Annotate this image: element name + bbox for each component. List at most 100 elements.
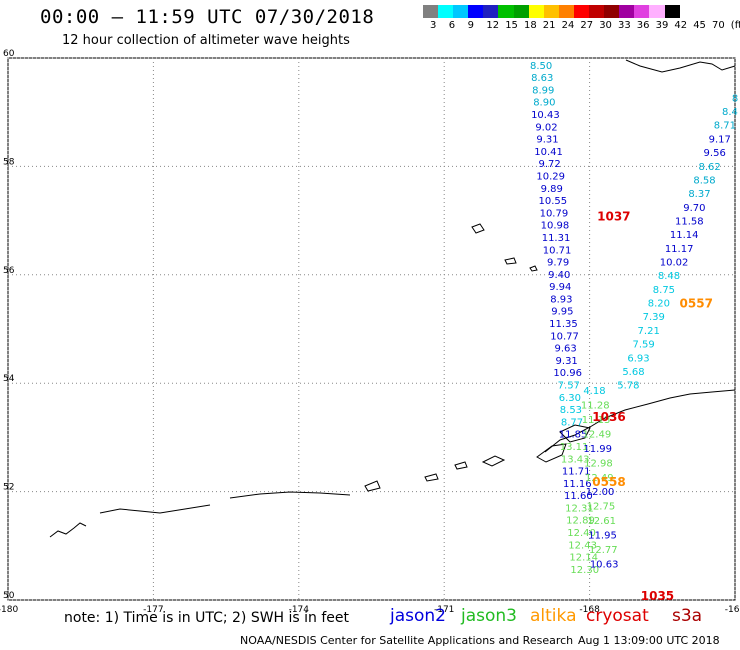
wave-height-label: 12.49 xyxy=(583,429,612,440)
wave-height-label: 9.94 xyxy=(549,282,571,293)
wave-height-label: 8.53 xyxy=(560,405,582,416)
wave-height-label: 9.63 xyxy=(554,344,576,355)
wave-height-label: 9.40 xyxy=(548,270,570,281)
lon-tick-label: -177 xyxy=(143,605,163,615)
wave-height-label: 8.99 xyxy=(532,85,554,96)
scale-label: 42 xyxy=(674,20,688,31)
wave-height-label: 8 xyxy=(732,93,738,104)
wave-height-label: 5.68 xyxy=(622,367,644,378)
wave-height-label: 8.4 xyxy=(722,107,738,118)
lat-tick-label: 54 xyxy=(3,374,15,384)
scale-swatch xyxy=(589,5,605,18)
wave-height-label: 7.21 xyxy=(638,326,660,337)
wave-height-label: 12.31 xyxy=(565,503,594,514)
map-frame xyxy=(7,57,736,601)
lat-tick-label: 58 xyxy=(3,157,15,167)
wave-height-label: 9.31 xyxy=(536,135,558,146)
color-scale xyxy=(423,5,680,18)
credit-date: Aug 1 13:09:00 UTC 2018 xyxy=(578,634,720,647)
wave-height-label: 7.57 xyxy=(558,380,580,391)
coastline-alaska-peninsula xyxy=(544,389,736,453)
legend-cryosat: cryosat xyxy=(586,606,649,626)
wave-height-label: 8.93 xyxy=(550,294,572,305)
page-subtitle: 12 hour collection of altimeter wave hei… xyxy=(62,33,350,48)
coastline-fox-islands xyxy=(481,455,506,467)
pass-time-label: 0557 xyxy=(680,296,713,310)
wave-height-label: 11.85 xyxy=(559,430,588,441)
wave-height-label: 9.79 xyxy=(547,258,569,269)
wave-height-label: 6.93 xyxy=(627,353,649,364)
wave-height-label: 11.17 xyxy=(665,244,694,255)
scale-swatch xyxy=(468,5,484,18)
wave-height-label: 8.71 xyxy=(714,121,736,132)
scale-swatch xyxy=(483,5,499,18)
pass-times: 1037 0557 1036 0558 1035 xyxy=(592,210,713,603)
scale-swatch xyxy=(634,5,650,18)
map-grid xyxy=(7,57,736,601)
scale-label: 9 xyxy=(467,20,474,31)
scale-label: 24 xyxy=(561,20,575,31)
scale-label: 21 xyxy=(542,20,556,31)
wave-height-label: 12.14 xyxy=(569,553,598,564)
wave-height-label: 9.72 xyxy=(539,159,561,170)
wave-height-label: 8.50 xyxy=(530,61,552,72)
pass-time-label: 1035 xyxy=(641,589,674,603)
coastline-unimak xyxy=(559,424,591,443)
coastline-rat-islands xyxy=(99,504,211,514)
scale-swatch xyxy=(438,5,454,18)
lat-tick-label: 50 xyxy=(3,591,15,601)
wave-height-label: 12.00 xyxy=(586,487,615,498)
wave-height-label: 7.39 xyxy=(643,312,665,323)
scale-swatch xyxy=(423,5,439,18)
wave-height-label: 11.35 xyxy=(549,319,578,330)
coastline-islands-6 xyxy=(364,480,381,492)
scale-label: 30 xyxy=(599,20,612,31)
coastline-st-matthew xyxy=(471,223,485,234)
wave-height-label: 8.20 xyxy=(648,299,670,310)
coastline xyxy=(49,59,736,538)
scale-label: (ft) xyxy=(730,20,740,31)
wave-height-label: 10.71 xyxy=(543,245,572,256)
legend-jason3: jason3 xyxy=(461,606,517,626)
lon-tick-label: -171 xyxy=(434,605,454,615)
wave-height-label: 8.75 xyxy=(653,285,675,296)
wave-height-label: 13.11 xyxy=(560,442,589,453)
wave-height-label: 8.62 xyxy=(698,162,720,173)
wave-height-label: 12.77 xyxy=(589,545,618,556)
wave-height-label: 8.48 xyxy=(658,271,680,282)
wave-height-label: 9.02 xyxy=(535,122,557,133)
scale-swatch xyxy=(664,5,680,18)
wave-height-label: 11.99 xyxy=(583,444,612,455)
scale-label: 18 xyxy=(524,20,537,31)
scale-swatch xyxy=(498,5,514,18)
wave-height-label: 13.43 xyxy=(561,454,590,465)
wave-height-label: 12.30 xyxy=(570,565,599,576)
page-title: 00:00 – 11:59 UTC 07/30/2018 xyxy=(40,6,375,28)
scale-swatch xyxy=(528,5,544,18)
pass-time-label: 1036 xyxy=(592,410,625,424)
wave-height-label: 10.41 xyxy=(534,147,563,158)
scale-label: 15 xyxy=(505,20,518,31)
coastline-pribilof-2 xyxy=(529,265,538,272)
scale-label: 12 xyxy=(486,20,500,31)
wave-height-label: 4.18 xyxy=(583,386,605,397)
lat-tick-label: 52 xyxy=(3,483,14,493)
wave-height-label: 10.02 xyxy=(660,258,689,269)
wave-height-label: 9.95 xyxy=(551,307,573,318)
wave-height-label: 11.60 xyxy=(564,491,593,502)
coastline-unalaska xyxy=(536,443,567,463)
wave-height-label: 10.55 xyxy=(539,196,568,207)
wave-height-label: 12.49 xyxy=(585,473,614,484)
pass-time-label: 1037 xyxy=(597,210,630,224)
wave-height-label: 10.29 xyxy=(536,171,565,182)
wave-height-label: 12.75 xyxy=(587,502,616,513)
scale-swatch xyxy=(649,5,665,18)
scale-swatch xyxy=(558,5,574,18)
wave-height-label: 9.17 xyxy=(709,134,731,145)
legend-s3a: s3a xyxy=(672,606,703,626)
wave-height-label: 10.63 xyxy=(590,559,619,570)
wave-height-label: 11.13 xyxy=(582,415,611,426)
lon-tick-label: -180 xyxy=(0,605,18,615)
